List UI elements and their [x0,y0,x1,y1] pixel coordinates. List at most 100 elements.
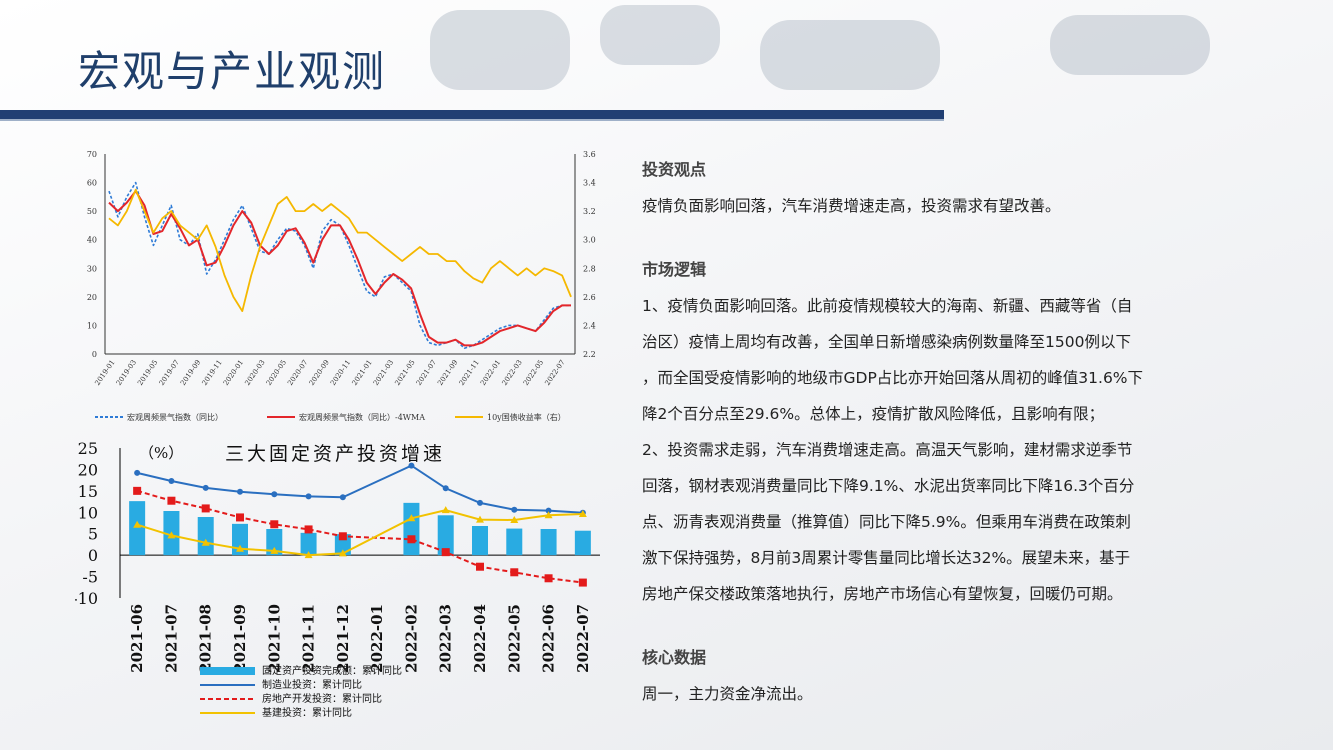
x-tick-label: 2020-01 [222,359,245,387]
bar [540,529,557,556]
y-tick-label: 70 [87,150,97,159]
fixed-asset-investment-chart: 25 20 15 10 5 0 -5 -10 （%） 三大固定资产投资增速 2021-06 2021-… [75,439,600,719]
data-point [544,574,553,583]
investment-view-text: 疫情负面影响回落，汽车消费增速走高，投资需求有望改善。 [642,197,1061,215]
x-tick-label: 2022-01 [368,604,386,673]
data-point [304,525,313,534]
data-point [237,488,243,495]
data-point [442,485,449,492]
bar [403,502,420,556]
bar [506,528,523,556]
series-line-2 [108,190,571,347]
data-point [133,486,142,495]
y-tick-label: 30 [87,264,97,273]
bar [129,501,146,556]
core-data-text: 周一，主力资金净流出。 [642,685,813,703]
data-point [510,568,519,577]
data-point [545,507,552,514]
data-point [133,520,142,528]
x-tick-label: 2021-10 [265,604,283,673]
legend-label: 10y国债收益率（右） [487,412,566,422]
data-point [441,548,450,557]
data-point [201,504,210,513]
y-tick-label: 5 [88,525,98,544]
market-logic-line: 回落，钢材表观消费量同比下降9.1%、水泥出货率同比下降16.3个百分 [642,477,1135,495]
bar [300,532,317,556]
legend-label: 基建投资：累计同比 [262,706,352,719]
data-point [167,531,176,539]
data-point [338,549,347,557]
y-tick-label: 60 [87,179,97,188]
x-tick-label: 2022-02 [402,604,420,673]
bar [197,517,214,556]
legend-label: 房地产开发投资：累计同比 [262,692,382,705]
x-tick-label: 2019-05 [136,359,159,387]
bar [437,515,454,556]
y-unit-label: （%） [139,444,183,462]
y-tick-label: 10 [87,321,97,330]
data-point [407,514,416,522]
title-underline-accent [0,119,944,121]
data-point [202,484,209,491]
y-tick-label: 25 [78,439,98,458]
x-tick-label: 2021-07 [415,359,438,387]
x-tick-label: 2019-09 [179,359,202,387]
market-logic-line: 点、沥青表观消费量（推算值）同比下降5.9%。但乘用车消费在政策刺 [642,513,1131,531]
market-logic-line: 激下保持强势，8月前3周累计零售量同比增长达32%。展望未来，基于 [642,549,1131,567]
y2-tick-label: 3.6 [583,150,596,159]
y-tick-label: 0 [92,350,97,359]
market-logic-line: 1、疫情负面影响回落。此前疫情规模较大的海南、新疆、西藏等省（自 [642,297,1133,315]
x-tick-label: 2022-03 [437,604,455,673]
x-tick-label: 2020-11 [329,359,352,387]
data-point [338,532,347,541]
legend-label: 宏观周频景气指数（同比） [127,412,223,422]
y-tick-label: 20 [78,460,98,479]
x-tick-label: 2021-05 [393,359,416,387]
x-tick-label: 2019-03 [115,359,138,387]
page-title: 宏观与产业观测 [78,47,387,96]
data-point [304,551,313,559]
x-tick-label: 2022-04 [471,604,489,673]
market-logic-line: 治区）疫情上周均有改善，全国单日新增感染病例数量降至1500例以下 [642,333,1131,351]
data-point [201,538,210,546]
data-point [270,520,279,529]
data-point [236,513,244,522]
data-point [510,516,519,523]
series-line-3 [108,188,572,313]
section-heading-core-data: 核心数据 [642,648,707,667]
y2-tick-label: 3.2 [583,207,596,216]
x-tick-label: 2021-09 [231,604,249,673]
x-tick-label: 2021-11 [458,359,481,387]
x-tick-label: 2021-08 [197,604,215,673]
x-tick-label: 2022-03 [501,359,524,387]
legend-label: 宏观周频景气指数（同比）-4WMA [299,412,425,422]
bar [472,526,488,556]
market-logic-line: ，而全国受疫情影响的地级市GDP占比亦开始回落从周初的峰值31.6%下 [642,369,1144,387]
x-tick-label: 2021-09 [436,359,459,387]
y2-tick-label: 2.2 [583,350,596,359]
section-heading-investment-view: 投资观点 [642,160,707,179]
data-point [236,544,244,552]
data-point [168,478,175,484]
x-tick-label: 2020-07 [286,359,309,387]
legend-swatch [200,667,255,675]
x-tick-label: 2020-05 [265,359,288,387]
title-underline [0,110,944,119]
data-point [578,578,587,587]
data-point [270,546,279,554]
x-tick-label: 2021-11 [300,604,318,673]
bar [574,530,591,556]
data-point [578,510,587,517]
y2-tick-label: 2.8 [583,264,596,273]
data-point [407,535,416,544]
data-point [544,511,553,519]
x-tick-label: 2021-12 [334,604,352,673]
data-point [511,506,518,513]
x-tick-label: 2021-03 [372,359,395,387]
data-point [339,494,346,501]
y2-tick-label: 2.4 [583,321,596,330]
x-tick-label: 2020-03 [243,359,266,387]
x-tick-label: 2022-07 [574,604,592,673]
x-tick-label: 2022-07 [543,359,566,387]
section-heading-market-logic: 市场逻辑 [642,260,707,279]
